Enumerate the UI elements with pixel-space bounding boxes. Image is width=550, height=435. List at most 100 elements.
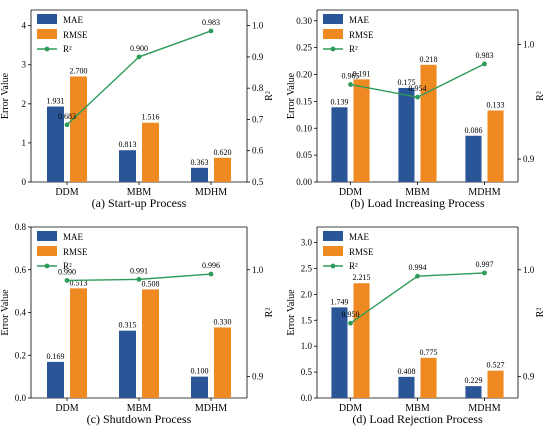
legend-r2-marker [330, 263, 336, 269]
r2-point [64, 278, 70, 283]
r2-point [64, 122, 70, 128]
x-tick-label: MDHM [468, 403, 500, 414]
y2-axis-label: R² [535, 91, 546, 101]
data-label-mae: 0.100 [191, 367, 209, 376]
legend-rmse-label: RMSE [349, 247, 374, 257]
data-label-r2: 0.965 [342, 72, 360, 81]
legend-r2-label: R² [349, 261, 358, 271]
x-tick-label: MDHM [468, 187, 500, 198]
y2-tick-label: 0.9 [523, 154, 535, 164]
y-tick-label: 3 [22, 60, 27, 70]
legend-mae-label: MAE [63, 232, 84, 242]
x-tick-label: MBM [127, 187, 152, 198]
bar-mae-ddm [331, 107, 348, 182]
panel-title: (d) Load Rejection Process [352, 412, 483, 426]
y-tick-label: 0.0 [301, 393, 313, 403]
bar-rmse-ddm [353, 79, 370, 182]
bar-rmse-mbm [142, 289, 159, 398]
data-label-mae: 0.086 [464, 126, 482, 135]
bar-mae-mdhm [465, 135, 482, 182]
data-label-rmse: 0.508 [142, 279, 160, 288]
data-label-r2: 0.997 [476, 260, 494, 269]
bar-mae-ddm [47, 106, 64, 182]
legend-rmse-swatch [37, 29, 57, 39]
r2-series-line [350, 272, 485, 324]
bar-mae-mdhm [465, 386, 482, 398]
r2-point [415, 94, 420, 100]
y2-axis-label: R² [535, 308, 546, 318]
r2-point [136, 276, 142, 282]
data-label-mae: 0.408 [397, 367, 415, 376]
bar-rmse-ddm [70, 76, 87, 182]
data-label-r2: 0.994 [409, 263, 427, 272]
legend-mae-label: MAE [349, 232, 370, 242]
legend-rmse-label: RMSE [63, 30, 88, 40]
panel-title: (c) Shutdown Process [87, 412, 192, 426]
legend-mae-label: MAE [63, 15, 84, 25]
bar-rmse-mdhm [214, 157, 231, 182]
data-label-rmse: 2.700 [70, 66, 88, 75]
x-tick-label: DDM [339, 187, 362, 198]
chart-panel-2: 0.00 0.05 0.10 0.15 0.20 0.25 0.30 0.9 1.0 Error … [286, 9, 546, 210]
data-label-mae: 0.229 [464, 376, 482, 385]
legend-r2-label: R² [63, 44, 72, 54]
r2-point [348, 82, 353, 87]
y-tick-label: 0.6 [15, 265, 27, 275]
x-tick-label: MBM [127, 403, 152, 414]
data-label-mae: 1.931 [47, 97, 65, 106]
legend-rmse-label: RMSE [349, 30, 374, 40]
data-label-r2: 0.996 [202, 261, 220, 270]
y2-tick-label: 1.0 [523, 265, 535, 275]
y-tick-label: 0.2 [15, 350, 26, 360]
data-label-rmse: 0.330 [214, 317, 232, 326]
legend-r2-label: R² [349, 44, 358, 54]
bar-rmse-ddm [70, 288, 87, 398]
data-label-r2: 0.983 [202, 18, 220, 27]
x-tick-label: DDM [55, 187, 78, 198]
y-axis-label: Error Value [0, 72, 11, 119]
bar-rmse-mbm [142, 122, 159, 182]
y2-tick-label: 0.9 [252, 372, 264, 382]
r2-point [208, 271, 214, 277]
chart-panel-3: 0.0 0.2 0.4 0.6 0.8 0.9 1.0 Error Value R² 0.169 0… [0, 222, 275, 426]
data-label-mae: 0.169 [47, 352, 65, 361]
bar-mae-mdhm [191, 167, 208, 182]
data-label-rmse: 0.218 [420, 55, 438, 64]
chart-panel-4: 0.0 0.5 1.0 1.5 2.0 2.5 3.0 0.9 1.0 Error Value R²… [286, 226, 546, 426]
data-label-mae: 0.139 [330, 97, 348, 106]
y-tick-label: 0.5 [301, 367, 313, 377]
bar-mae-mbm [398, 376, 415, 398]
data-label-rmse: 0.191 [353, 69, 371, 78]
y2-tick-label: 0.9 [523, 372, 535, 382]
legend-r2-marker [44, 46, 50, 52]
y-tick-label: 0.00 [296, 177, 312, 187]
legend-rmse-swatch [37, 246, 57, 256]
data-label-r2: 0.683 [58, 112, 76, 121]
data-label-rmse: 1.516 [142, 113, 160, 122]
data-label-mae: 0.813 [119, 140, 137, 149]
bar-rmse-mbm [420, 357, 437, 398]
data-label-mae: 0.175 [397, 78, 415, 87]
y2-axis-label: R² [264, 91, 275, 101]
x-tick-label: MBM [405, 187, 430, 198]
legend-mae-label: MAE [349, 15, 370, 25]
bar-rmse-mdhm [487, 110, 504, 182]
data-label-rmse: 0.620 [214, 148, 232, 157]
legend-mae-swatch [323, 14, 343, 24]
bar-rmse-mbm [420, 64, 437, 182]
y2-tick-label: 0.8 [252, 83, 264, 93]
y-tick-label: 0.20 [296, 70, 312, 80]
legend-rmse-swatch [323, 29, 343, 39]
r2-point [136, 54, 142, 60]
x-tick-label: DDM [55, 403, 78, 414]
data-label-mae: 0.315 [119, 321, 137, 330]
y-tick-label: 0.15 [296, 96, 312, 106]
y-axis-label: Error Value [0, 289, 11, 336]
y2-tick-label: 0.7 [252, 114, 264, 124]
y-tick-label: 2 [22, 99, 27, 109]
data-label-rmse: 0.775 [420, 348, 438, 357]
data-label-rmse: 0.513 [70, 278, 88, 287]
y-tick-label: 1 [22, 138, 27, 148]
y-tick-label: 2.5 [301, 263, 313, 273]
